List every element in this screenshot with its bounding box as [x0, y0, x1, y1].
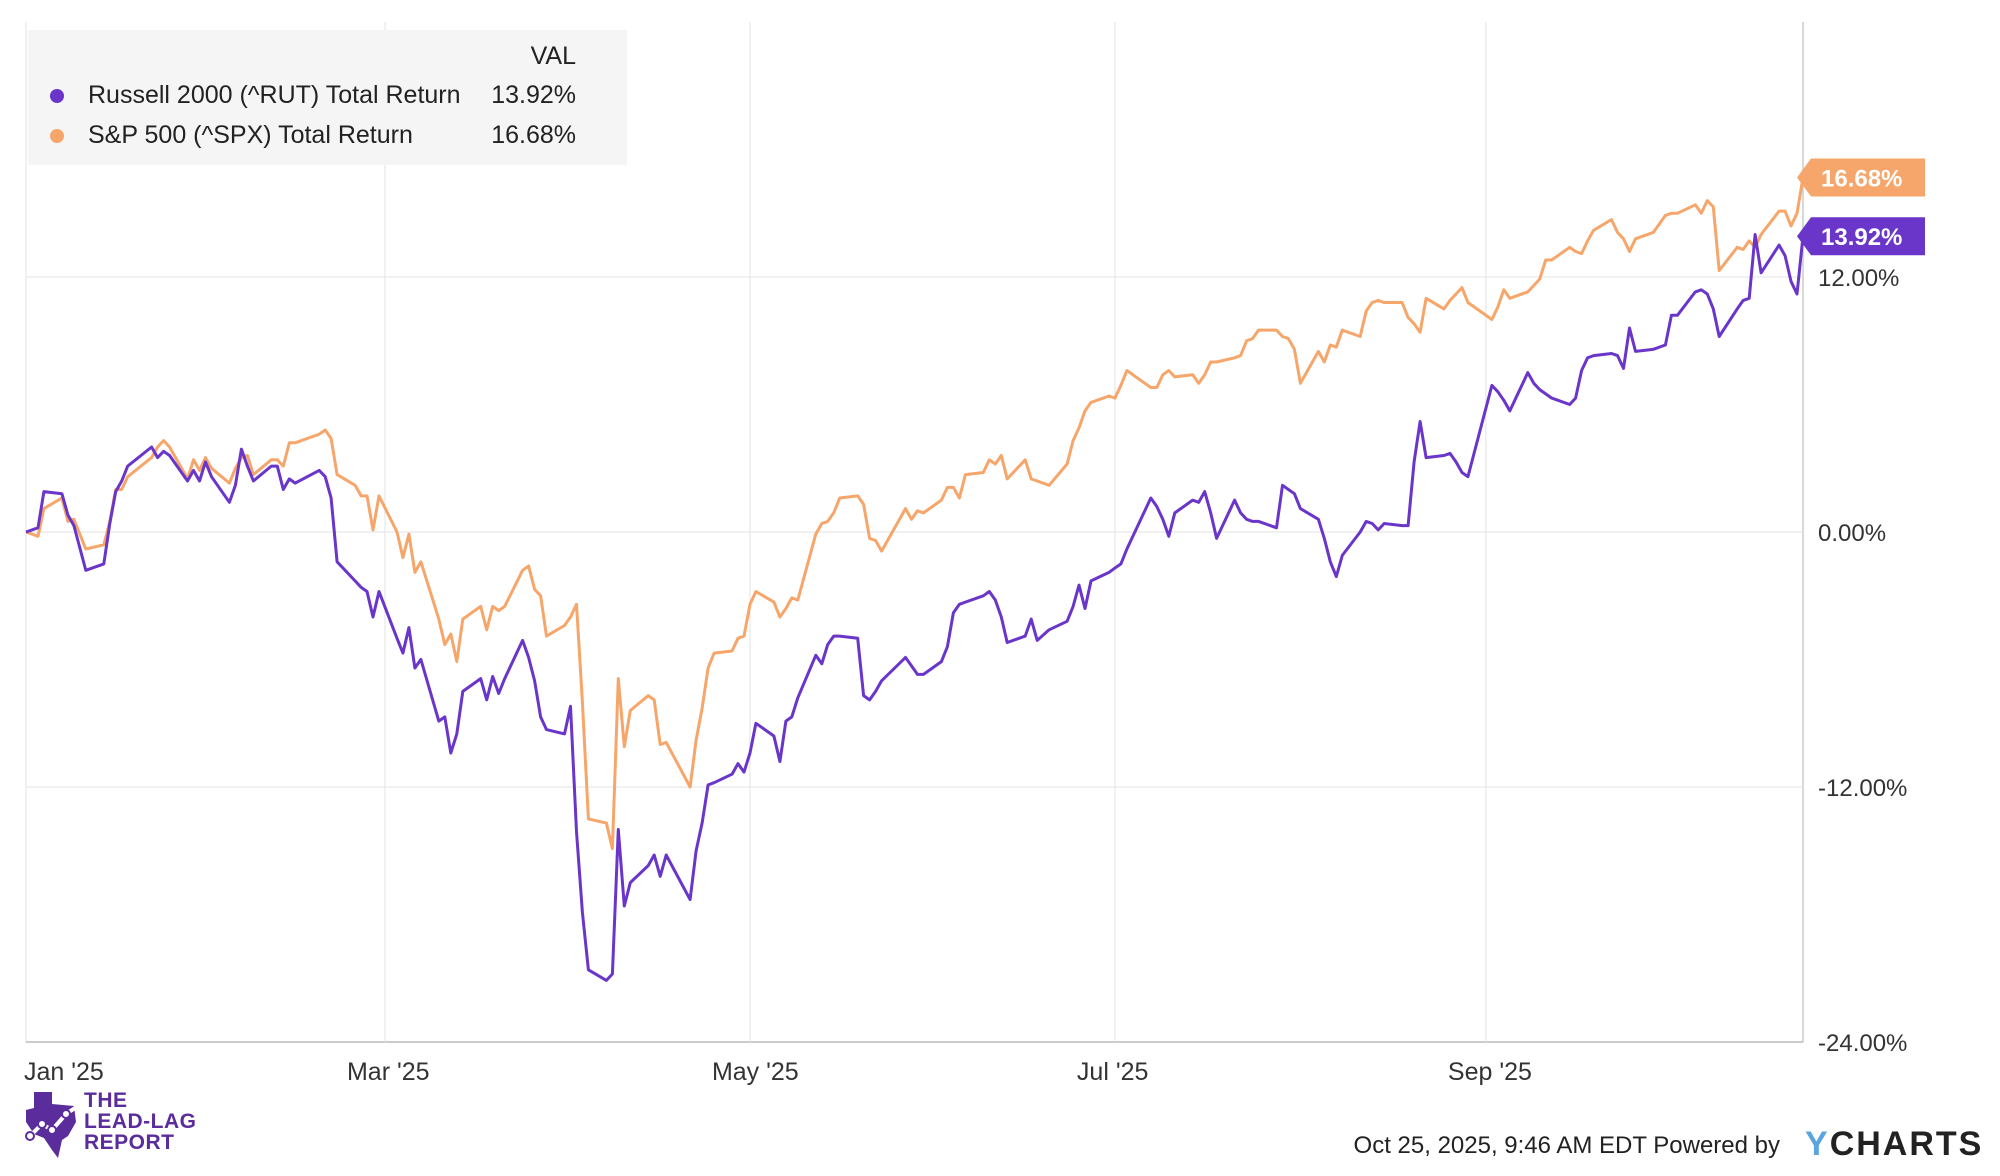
series-line-sp-500 — [25, 177, 1805, 851]
axis-layer: 12.00% 0.00% -12.00% -24.00% Jan '25 Mar '25 M… — [24, 265, 1907, 1086]
x-tick-label: Sep '25 — [1448, 1058, 1532, 1086]
chart-map-icon — [25, 1092, 80, 1158]
legend-item-sp-500[interactable]: S&P 500 (^SPX) Total Return 16.68% — [28, 116, 627, 156]
x-tick-label: May '25 — [712, 1058, 799, 1086]
legend-value-header: VAL — [530, 42, 576, 70]
legend: VAL Russell 2000 (^RUT) Total Return 13.… — [28, 30, 627, 165]
legend-item-value: 13.92% — [491, 81, 576, 109]
lead-lag-report-logo: THE LEAD-LAG REPORT — [22, 1088, 242, 1168]
brand-rest: CHARTS — [1829, 1125, 1984, 1163]
series-line-russell-2000 — [25, 233, 1805, 982]
brand-y: Y — [1805, 1125, 1830, 1163]
logo-line-1: THE — [84, 1089, 128, 1112]
y-tick-label: -12.00% — [1818, 775, 1907, 802]
end-value-tag — [1797, 217, 1925, 256]
end-value-label: 13.92% — [1821, 224, 1902, 251]
footer-timestamp: Oct 25, 2025, 9:46 AM EDT Powered by — [1353, 1132, 1780, 1159]
y-tick-label: 12.00% — [1818, 265, 1899, 292]
x-tick-label: Mar '25 — [347, 1058, 430, 1086]
logo-wordmark: THE LEAD-LAG REPORT — [84, 1090, 197, 1153]
end-label-layer: 16.68% 13.92% — [1797, 158, 1925, 256]
legend-item-label: S&P 500 (^SPX) Total Return — [88, 121, 413, 149]
y-tick-label: 0.00% — [1818, 520, 1886, 547]
y-tick-label: -24.00% — [1818, 1030, 1907, 1057]
end-value-label: 16.68% — [1821, 166, 1902, 193]
end-value-tag — [1797, 158, 1925, 197]
logo-line-3: REPORT — [84, 1131, 175, 1154]
legend-item-value: 16.68% — [491, 121, 576, 149]
logo-line-2: LEAD-LAG — [84, 1110, 197, 1133]
legend-item-label: Russell 2000 (^RUT) Total Return — [88, 81, 461, 109]
x-tick-label: Jul '25 — [1077, 1058, 1148, 1086]
legend-marker-dot — [50, 129, 64, 143]
ycharts-brand-logo[interactable]: YCHARTS — [1805, 1125, 1983, 1164]
x-tick-label: Jan '25 — [24, 1058, 104, 1086]
series-layer — [25, 177, 1805, 982]
legend-item-russell-2000[interactable]: Russell 2000 (^RUT) Total Return 13.92% — [28, 76, 627, 116]
legend-marker-dot — [50, 89, 64, 103]
grid-layer — [25, 22, 1804, 1043]
